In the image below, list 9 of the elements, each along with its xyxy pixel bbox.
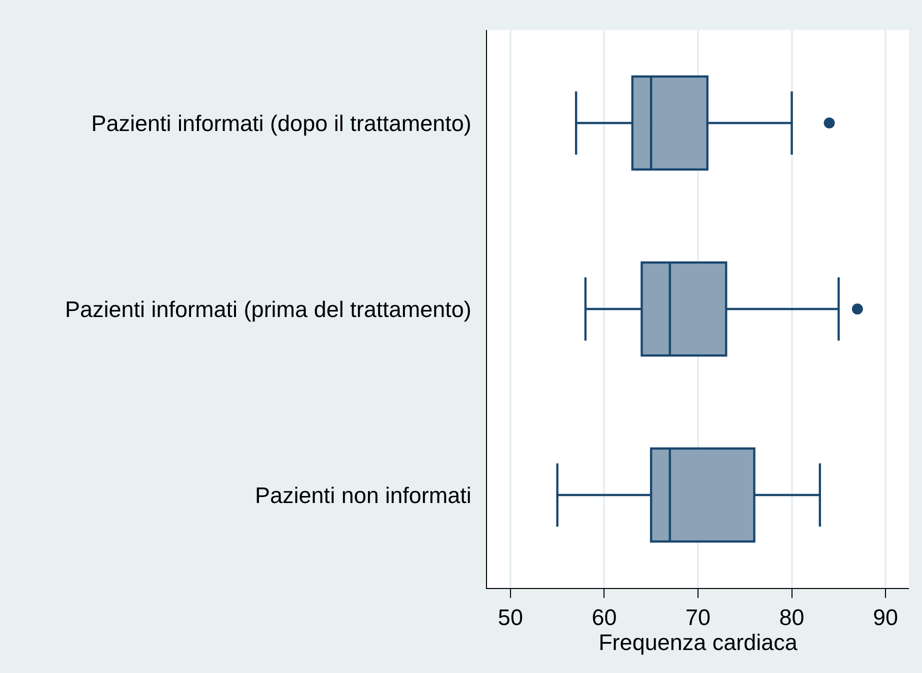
y-tick-label: Pazienti informati (dopo il trattamento) <box>91 110 472 136</box>
x-tick-label: 50 <box>498 605 523 630</box>
y-tick-label: Pazienti non informati <box>255 482 472 508</box>
x-tick-label: 80 <box>779 605 804 630</box>
x-tick-label: 60 <box>592 605 617 630</box>
y-tick-label: Pazienti informati (prima del trattamento) <box>64 296 472 322</box>
x-axis-title: Frequenza cardiaca <box>598 630 798 656</box>
x-tick-label: 90 <box>873 605 898 630</box>
x-tick-label: 70 <box>685 605 711 630</box>
